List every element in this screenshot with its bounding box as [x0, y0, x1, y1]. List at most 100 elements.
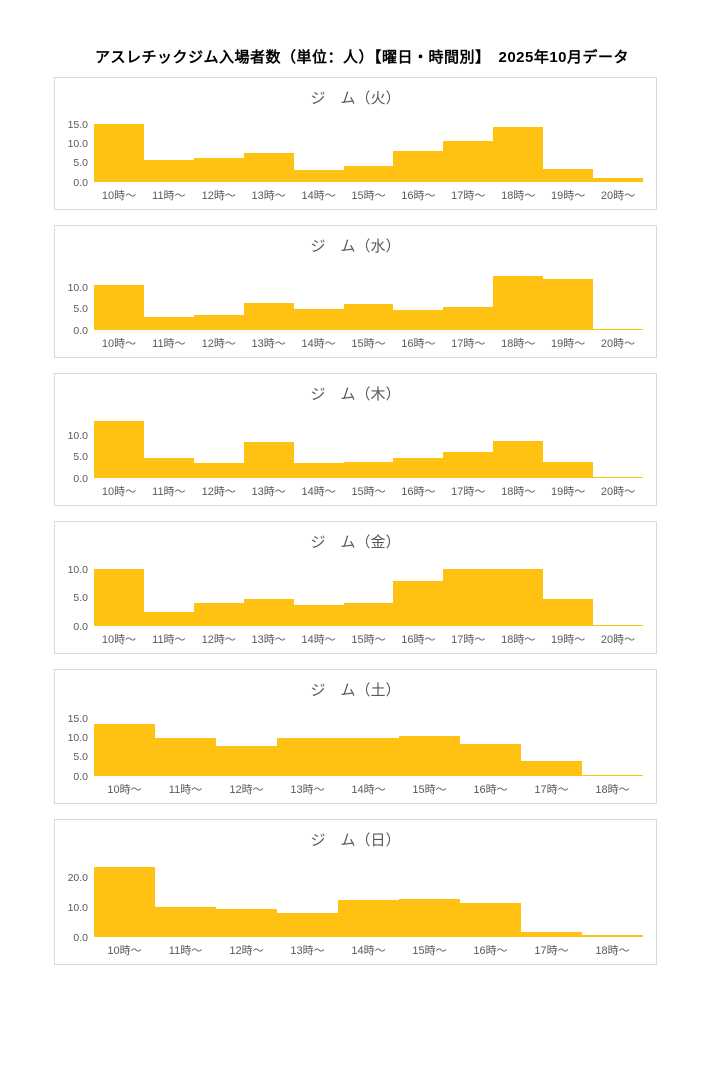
bar	[393, 310, 444, 330]
bar	[243, 442, 294, 478]
y-axis-tick-label: 5.0	[73, 592, 88, 604]
x-axis-tick-label: 11時～	[168, 784, 203, 796]
bar	[543, 462, 594, 478]
x-axis-tick-label: 10時～	[101, 486, 137, 498]
bar	[293, 309, 344, 330]
bar	[94, 421, 144, 478]
bar	[521, 761, 582, 776]
bar	[143, 458, 194, 478]
y-axis-tick-label: 20.0	[67, 871, 88, 884]
x-axis-labels: 10時～ 11時～ 12時～ 13時～ 14時～ 15時～ 16時～ 17時～ 18時～ 19時～…	[94, 631, 643, 647]
y-axis-tick-label: 5.0	[73, 751, 88, 764]
x-axis-tick-label: 16時～	[401, 338, 436, 350]
bar	[593, 329, 643, 330]
bar	[94, 285, 144, 330]
x-axis-tick-label: 11時～	[168, 945, 203, 957]
x-axis-tick-label: 16時～	[401, 190, 436, 202]
x-axis-tick-label: 18時～	[595, 945, 630, 957]
x-axis-tick-label: 18時～	[501, 634, 536, 646]
x-axis-tick-label: 17時～	[534, 945, 569, 957]
x-axis-labels: 10時～ 11時～ 12時～ 13時～ 14時～ 15時～ 16時～ 17時～ 18時～	[94, 781, 643, 797]
x-axis-tick-label: 18時～	[501, 190, 536, 202]
bar	[543, 169, 594, 182]
bar	[521, 932, 582, 937]
bar	[543, 599, 594, 626]
x-axis-tick-label: 14時～	[351, 784, 386, 796]
bar	[143, 612, 194, 626]
bar	[277, 913, 338, 937]
bar	[443, 307, 494, 330]
x-axis-tick-label: 15時～	[412, 945, 447, 957]
bar	[493, 569, 544, 626]
y-axis-tick-label: 0.0	[73, 931, 88, 944]
x-axis-tick-label: 12時～	[201, 486, 236, 498]
y-axis-tick-label: 5.0	[73, 157, 88, 170]
bar	[293, 605, 344, 626]
y-axis-tick-label: 10.0	[67, 137, 88, 150]
bar	[193, 463, 244, 478]
x-axis-tick-label: 14時～	[301, 190, 336, 202]
plot-area	[94, 862, 643, 937]
bar	[593, 178, 643, 182]
y-axis-tick-label: 10.0	[67, 901, 88, 914]
bar	[443, 569, 494, 626]
chart-title: ジ ム（日）	[310, 832, 401, 849]
bar	[582, 775, 643, 776]
plot-area	[94, 418, 643, 478]
bar	[155, 738, 216, 776]
x-axis-tick-label: 15時～	[351, 190, 386, 202]
bar	[393, 151, 444, 182]
bar	[443, 452, 494, 478]
bar	[243, 153, 294, 182]
x-axis-tick-label: 13時～	[251, 338, 286, 350]
x-axis-labels: 10時～ 11時～ 12時～ 13時～ 14時～ 15時～ 16時～ 17時～ 18時～ 19時～…	[94, 335, 643, 351]
bar	[493, 441, 544, 478]
bar	[193, 603, 244, 626]
x-axis-tick-label: 12時～	[201, 338, 236, 350]
plot-area	[94, 270, 643, 330]
bar	[582, 935, 643, 937]
bar	[543, 279, 594, 330]
chart-title: ジ ム（金）	[310, 534, 401, 551]
x-axis-tick-label: 10時～	[101, 338, 137, 350]
plot-area	[94, 569, 643, 626]
x-axis-tick-label: 12時～	[201, 190, 236, 202]
x-axis-tick-label: 14時～	[301, 338, 336, 350]
bar	[460, 903, 521, 937]
x-axis-tick-label: 17時～	[451, 634, 486, 646]
x-axis-tick-label: 16時～	[473, 784, 508, 796]
x-axis-tick-label: 13時～	[290, 784, 325, 796]
bar	[493, 127, 544, 182]
y-axis-tick-label: 15.0	[67, 713, 88, 726]
x-axis-tick-label: 17時～	[451, 190, 486, 202]
bar	[399, 899, 460, 937]
bar	[277, 738, 338, 776]
bar	[293, 170, 344, 182]
bar	[493, 276, 544, 330]
x-axis-tick-label: 14時～	[301, 634, 336, 646]
y-axis-tick-label: 10.0	[67, 563, 88, 576]
y-axis-tick-label: 0.0	[73, 472, 88, 485]
x-axis-tick-label: 18時～	[595, 784, 630, 796]
chart-panel-thu: ジ ム（木） 10.0 5.0 0.0 10時～ 11時～ 12時～ 13時～ 14時～ 15時～…	[54, 373, 657, 506]
y-axis-tick-label: 0.0	[73, 324, 88, 337]
y-axis-tick-label: 0.0	[73, 770, 88, 783]
x-axis-labels: 10時～ 11時～ 12時～ 13時～ 14時～ 15時～ 16時～ 17時～ 18時～ 19時～…	[94, 187, 643, 203]
bar	[94, 724, 155, 776]
bar	[143, 160, 194, 182]
bar	[460, 744, 521, 776]
bar	[593, 625, 643, 626]
x-axis-tick-label: 19時～	[550, 634, 586, 646]
chart-panel-sun: ジ ム（日） 20.0 10.0 0.0 10時～ 11時～ 12時～ 13時～ 14時～ 15時…	[54, 819, 657, 965]
chart-title: ジ ム（火）	[310, 90, 401, 107]
x-axis-tick-label: 20時～	[600, 634, 636, 646]
bar	[343, 462, 394, 478]
x-axis-tick-label: 18時～	[501, 486, 536, 498]
chart-panel-fri: ジ ム（金） 10.0 5.0 0.0 10時～ 11時～ 12時～ 13時～ 14時～ 15時～…	[54, 521, 657, 654]
x-axis-tick-label: 20時～	[600, 338, 636, 350]
x-axis-tick-label: 19時～	[550, 338, 586, 350]
bar	[94, 867, 155, 937]
x-axis-tick-label: 10時～	[101, 634, 137, 646]
x-axis-tick-label: 15時～	[351, 338, 386, 350]
bar	[338, 900, 399, 937]
